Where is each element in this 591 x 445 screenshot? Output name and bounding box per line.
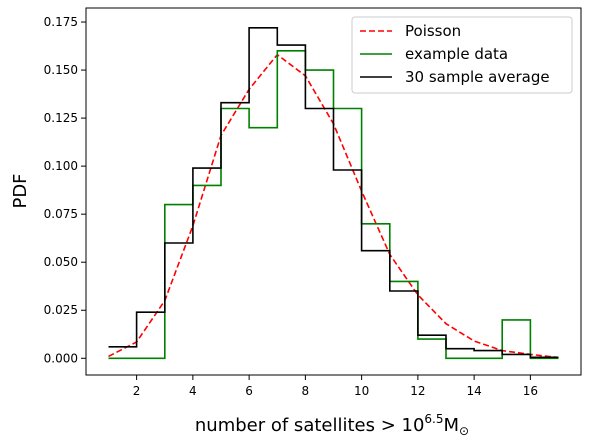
plot-area: [108, 26, 559, 360]
series-line-1: [108, 49, 559, 360]
x-tick-label-0: 2: [133, 384, 141, 398]
x-tick-label-2: 6: [245, 384, 253, 398]
legend-label-2: 30 sample average: [405, 68, 550, 86]
legend-box: [351, 16, 573, 94]
x-tick-label-4: 10: [354, 384, 369, 398]
x-axis-label-solar-symbol: ⊙: [459, 424, 469, 438]
y-tick-label-0: 0.000: [44, 351, 78, 365]
x-axis-label-exponent: 6.5: [424, 412, 443, 426]
y-tick-label-2: 0.050: [44, 255, 78, 269]
legend-label-1: example data: [405, 45, 508, 63]
y-tick-label-7: 0.175: [44, 15, 78, 29]
y-tick-label-3: 0.075: [44, 207, 78, 221]
y-tick-label-5: 0.125: [44, 111, 78, 125]
x-tick-label-6: 14: [466, 384, 481, 398]
y-tick-label-4: 0.100: [44, 159, 78, 173]
x-tick-label-1: 4: [189, 384, 197, 398]
y-tick-label-6: 0.150: [44, 63, 78, 77]
x-axis-label-main: number of satellites > 10: [195, 415, 425, 436]
x-axis-label: number of satellites > 106.5M⊙: [195, 412, 469, 438]
legend-label-0: Poisson: [405, 22, 461, 40]
axes: 2 4 6 8 10 12 14 16 0.000 0.025 0.050 0.075 0.100 0.1…: [44, 7, 582, 398]
y-tick-label-1: 0.025: [44, 303, 78, 317]
legend: Poisson example data 30 sample average: [351, 16, 573, 94]
plot-frame: [85, 7, 582, 376]
series-line-2: [108, 26, 559, 359]
x-tick-label-3: 8: [302, 384, 310, 398]
x-axis-label-mass: M: [444, 415, 460, 436]
x-tick-label-7: 16: [523, 384, 538, 398]
y-axis-label: PDF: [10, 173, 31, 208]
x-tick-label-5: 12: [410, 384, 425, 398]
